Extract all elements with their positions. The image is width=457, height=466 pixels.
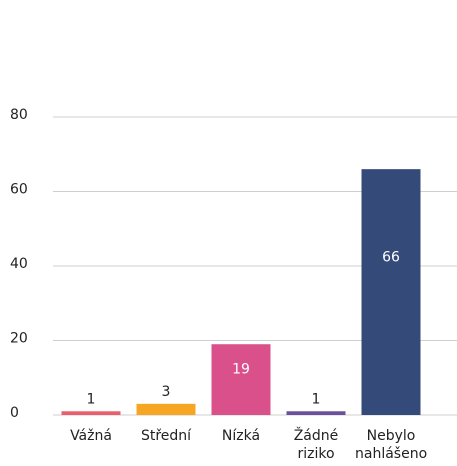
value-label: 1 <box>87 391 96 407</box>
bar <box>361 169 421 415</box>
value-label: 3 <box>162 384 171 400</box>
value-label: 66 <box>382 250 400 266</box>
value-label: 1 <box>312 391 321 407</box>
bar <box>211 344 271 415</box>
value-label: 19 <box>232 362 250 378</box>
x-tick-label: Vážná <box>70 428 112 444</box>
x-tick-label: Žádné riziko <box>293 428 339 462</box>
bar <box>286 411 346 415</box>
x-tick-label: Střední <box>140 428 192 444</box>
bar <box>136 403 196 415</box>
y-tick-label: 20 <box>10 331 28 347</box>
x-tick-label: Nízká <box>221 428 261 444</box>
y-tick-label: 40 <box>10 256 28 272</box>
bar <box>61 411 121 415</box>
y-tick-label: 60 <box>10 182 28 198</box>
y-tick-label: 80 <box>10 107 28 123</box>
y-tick-label: 0 <box>10 405 19 421</box>
x-tick-label: Nebylo nahlášeno <box>355 428 428 462</box>
